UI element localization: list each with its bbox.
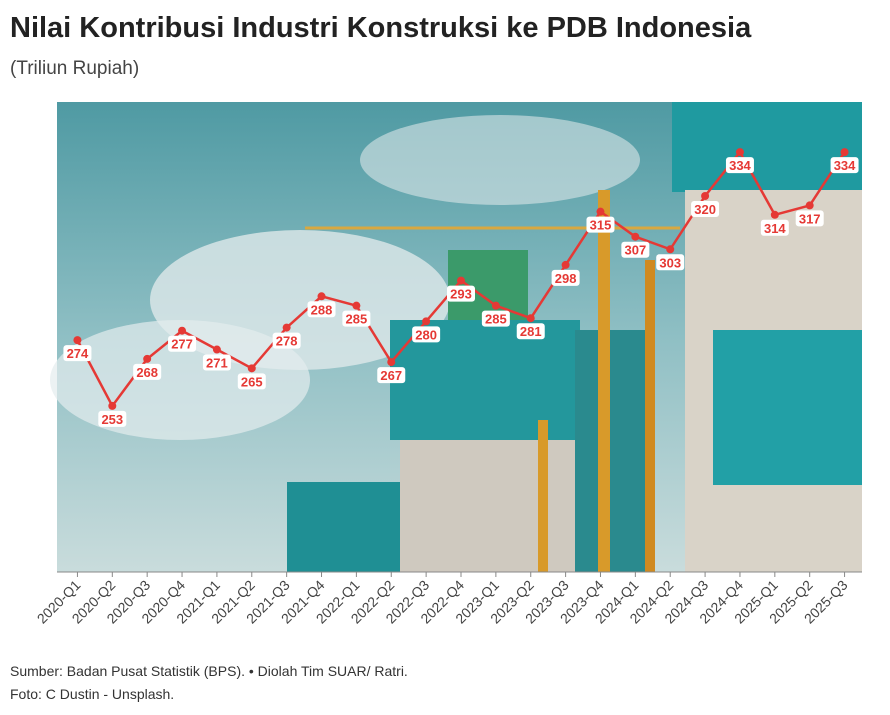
data-label-bg [551,269,580,286]
point [840,148,849,157]
point [735,148,744,157]
data-label-bg [133,363,162,380]
data-label: 285 [485,312,507,327]
point [73,336,82,345]
data-label-bg [725,157,754,174]
data-label: 298 [555,271,577,286]
data-label: 278 [276,334,298,349]
data-label-bg [691,201,720,217]
data-label-bg [342,310,371,327]
data-label: 314 [764,221,786,236]
data-label-bg [98,410,127,427]
data-label-bg [412,326,441,343]
data-label-bg [621,241,650,258]
data-label: 334 [834,158,856,173]
point [457,276,465,285]
data-label: 268 [136,365,158,380]
point [422,317,431,326]
data-label-bg [760,219,789,236]
data-label-bg [656,254,685,271]
data-label: 281 [520,324,542,339]
data-label: 320 [694,202,716,217]
data-label: 265 [241,374,263,389]
point [387,358,396,367]
point [596,207,605,216]
photo-credit: Foto: C Dustin - Unsplash. [10,686,175,702]
source: Sumber: Badan Pusat Statistik (BPS). • D… [10,663,408,679]
point [352,301,361,310]
point [770,210,779,219]
data-label: 285 [346,312,368,327]
data-label-bg [168,335,197,352]
data-label-bg [586,216,615,233]
data-label-bg [516,323,545,340]
title: Nilai Kontribusi Industri Konstruksi ke … [10,12,752,44]
point [212,345,221,354]
subtitle: (Triliun Rupiah) [10,58,140,79]
point [631,232,640,241]
point [701,192,710,200]
data-label: 271 [206,356,228,371]
data-label: 253 [101,412,123,427]
data-label: 334 [729,158,751,173]
point [805,201,814,210]
data-label-bg [202,354,231,371]
data-label-bg [795,210,824,227]
data-label-bg [830,157,859,174]
point [317,292,326,301]
point [666,245,675,254]
data-label: 288 [311,302,333,317]
point [247,364,256,373]
data-label-bg [447,285,475,302]
data-label: 303 [659,255,681,270]
data-label-bg [272,332,301,349]
data-label: 274 [67,346,89,361]
data-label: 267 [380,368,402,383]
point [108,401,117,410]
data-label-bg [63,345,92,362]
point [526,314,535,323]
data-label: 315 [590,218,612,233]
data-label-bg [377,367,406,384]
point [561,260,570,269]
data-label: 280 [415,327,437,342]
data-label-bg [481,310,510,327]
data-label-bg [237,373,266,390]
point [143,354,152,363]
data-label: 307 [624,243,646,258]
point [491,301,500,310]
point [178,326,187,335]
data-label: 317 [799,211,821,226]
data-label: 293 [450,287,472,302]
data-label: 277 [171,337,193,352]
point [282,323,291,332]
data-label-bg [307,301,336,318]
